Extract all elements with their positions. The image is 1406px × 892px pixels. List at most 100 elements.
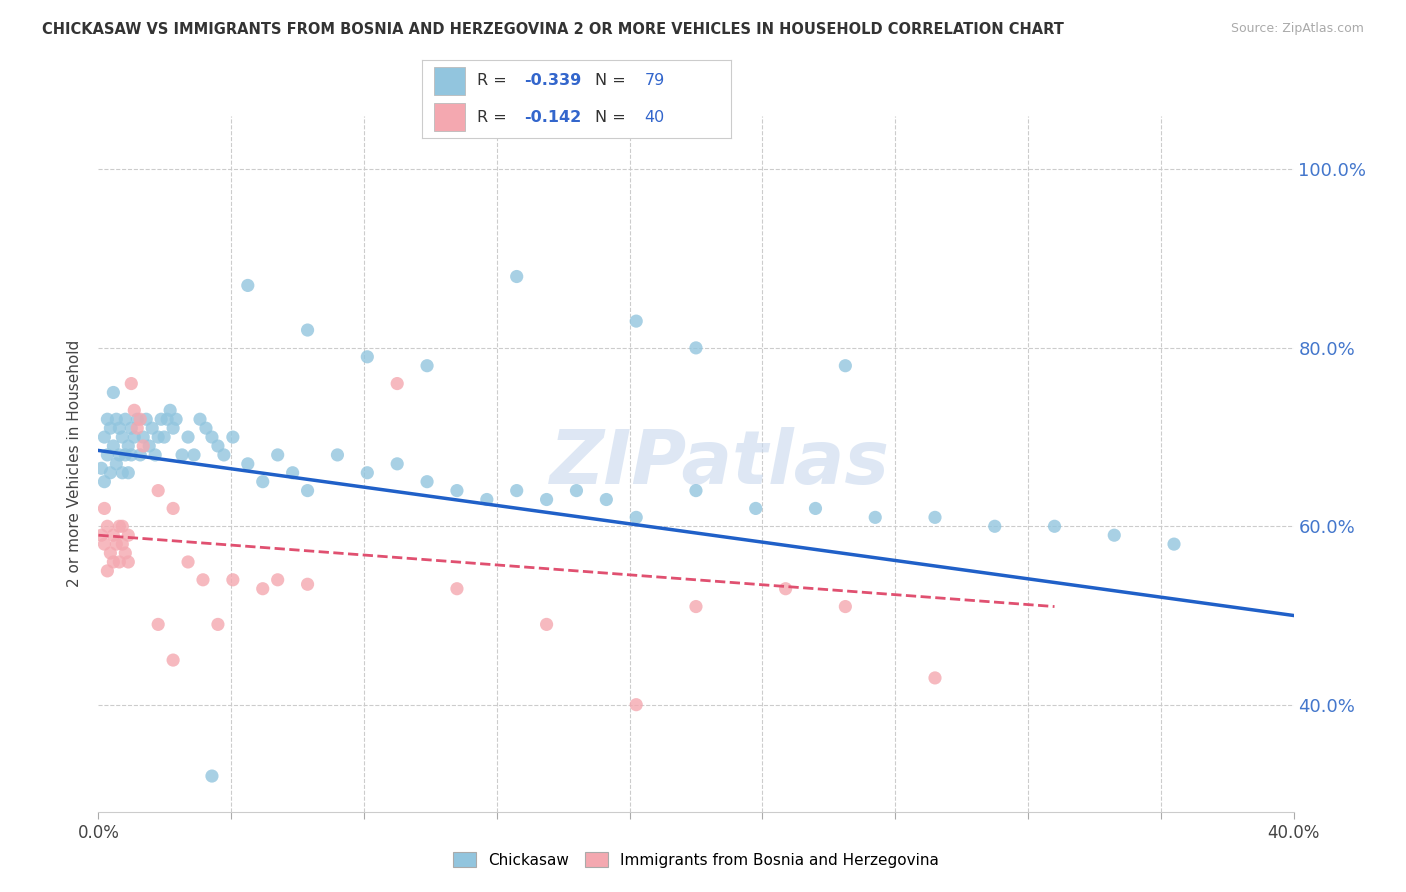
Point	[162, 501, 184, 516]
Point	[236, 278, 259, 293]
Point	[172, 448, 194, 462]
Point	[103, 555, 125, 569]
Point	[536, 492, 558, 507]
Point	[103, 528, 125, 542]
Point	[117, 555, 139, 569]
Point	[100, 546, 122, 560]
Text: N =: N =	[595, 110, 631, 125]
Point	[356, 466, 378, 480]
Point	[1163, 537, 1185, 551]
Point	[446, 483, 468, 498]
Point	[267, 448, 290, 462]
Point	[297, 483, 319, 498]
Point	[111, 466, 134, 480]
Point	[114, 546, 136, 560]
Point	[177, 555, 200, 569]
Point	[135, 412, 157, 426]
Point	[745, 501, 768, 516]
Text: ZIPatlas: ZIPatlas	[550, 427, 890, 500]
Point	[626, 510, 648, 524]
Point	[105, 412, 128, 426]
Point	[111, 537, 134, 551]
Point	[177, 430, 200, 444]
Point	[1104, 528, 1126, 542]
Point	[105, 537, 128, 551]
Point	[120, 448, 142, 462]
Point	[685, 341, 707, 355]
Point	[297, 323, 319, 337]
Point	[127, 421, 149, 435]
Point	[129, 448, 152, 462]
Y-axis label: 2 or more Vehicles in Household: 2 or more Vehicles in Household	[67, 340, 83, 588]
Point	[108, 555, 131, 569]
Point	[252, 582, 274, 596]
Point	[96, 519, 118, 533]
Text: R =: R =	[478, 110, 512, 125]
Point	[626, 698, 648, 712]
Point	[111, 430, 134, 444]
Point	[506, 483, 529, 498]
Point	[120, 376, 142, 391]
Point	[153, 430, 176, 444]
Point	[834, 599, 856, 614]
Point	[124, 430, 146, 444]
Text: 79: 79	[644, 73, 665, 88]
Point	[108, 421, 131, 435]
Point	[201, 430, 224, 444]
Point	[148, 483, 170, 498]
Point	[124, 403, 146, 417]
Text: N =: N =	[595, 73, 631, 88]
Point	[165, 412, 187, 426]
Point	[356, 350, 378, 364]
Point	[236, 457, 259, 471]
Text: R =: R =	[478, 73, 512, 88]
Point	[475, 492, 498, 507]
Point	[685, 483, 707, 498]
Point	[93, 475, 115, 489]
Point	[96, 412, 118, 426]
Point	[117, 439, 139, 453]
Point	[183, 448, 205, 462]
Point	[111, 519, 134, 533]
Point	[132, 430, 155, 444]
Point	[129, 412, 152, 426]
Point	[207, 439, 229, 453]
Point	[222, 430, 245, 444]
Point	[150, 412, 173, 426]
Point	[536, 617, 558, 632]
Point	[159, 403, 181, 417]
Point	[96, 564, 118, 578]
Text: CHICKASAW VS IMMIGRANTS FROM BOSNIA AND HERZEGOVINA 2 OR MORE VEHICLES IN HOUSEH: CHICKASAW VS IMMIGRANTS FROM BOSNIA AND …	[42, 22, 1064, 37]
Point	[984, 519, 1007, 533]
Point	[143, 448, 166, 462]
FancyBboxPatch shape	[434, 67, 465, 95]
Point	[188, 412, 211, 426]
Point	[93, 537, 115, 551]
Point	[114, 412, 136, 426]
Point	[117, 528, 139, 542]
Point	[96, 448, 118, 462]
Point	[162, 653, 184, 667]
Point	[108, 448, 131, 462]
Point	[148, 617, 170, 632]
Point	[685, 599, 707, 614]
Point	[90, 461, 112, 475]
Point	[804, 501, 827, 516]
Text: -0.339: -0.339	[524, 73, 581, 88]
Point	[267, 573, 290, 587]
Point	[148, 430, 170, 444]
Point	[865, 510, 887, 524]
Point	[90, 528, 112, 542]
Point	[93, 501, 115, 516]
Point	[103, 385, 125, 400]
Point	[595, 492, 617, 507]
Point	[100, 421, 122, 435]
Point	[297, 577, 319, 591]
Point	[626, 314, 648, 328]
Legend: Chickasaw, Immigrants from Bosnia and Herzegovina: Chickasaw, Immigrants from Bosnia and He…	[447, 846, 945, 873]
Point	[195, 421, 218, 435]
Point	[416, 359, 439, 373]
Point	[127, 412, 149, 426]
Point	[834, 359, 856, 373]
Point	[385, 457, 409, 471]
